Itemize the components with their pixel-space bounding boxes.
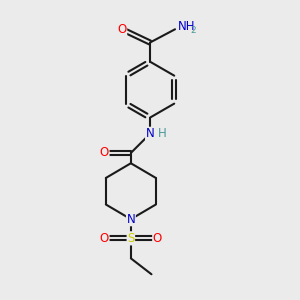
Text: O: O xyxy=(100,232,109,245)
Text: O: O xyxy=(153,232,162,245)
Text: O: O xyxy=(117,23,127,36)
Text: S: S xyxy=(127,232,134,245)
Text: O: O xyxy=(100,146,109,159)
Text: 2: 2 xyxy=(190,26,196,35)
Text: N: N xyxy=(127,213,135,226)
Text: H: H xyxy=(158,127,167,140)
Text: NH: NH xyxy=(178,20,196,33)
Text: N: N xyxy=(146,127,154,140)
